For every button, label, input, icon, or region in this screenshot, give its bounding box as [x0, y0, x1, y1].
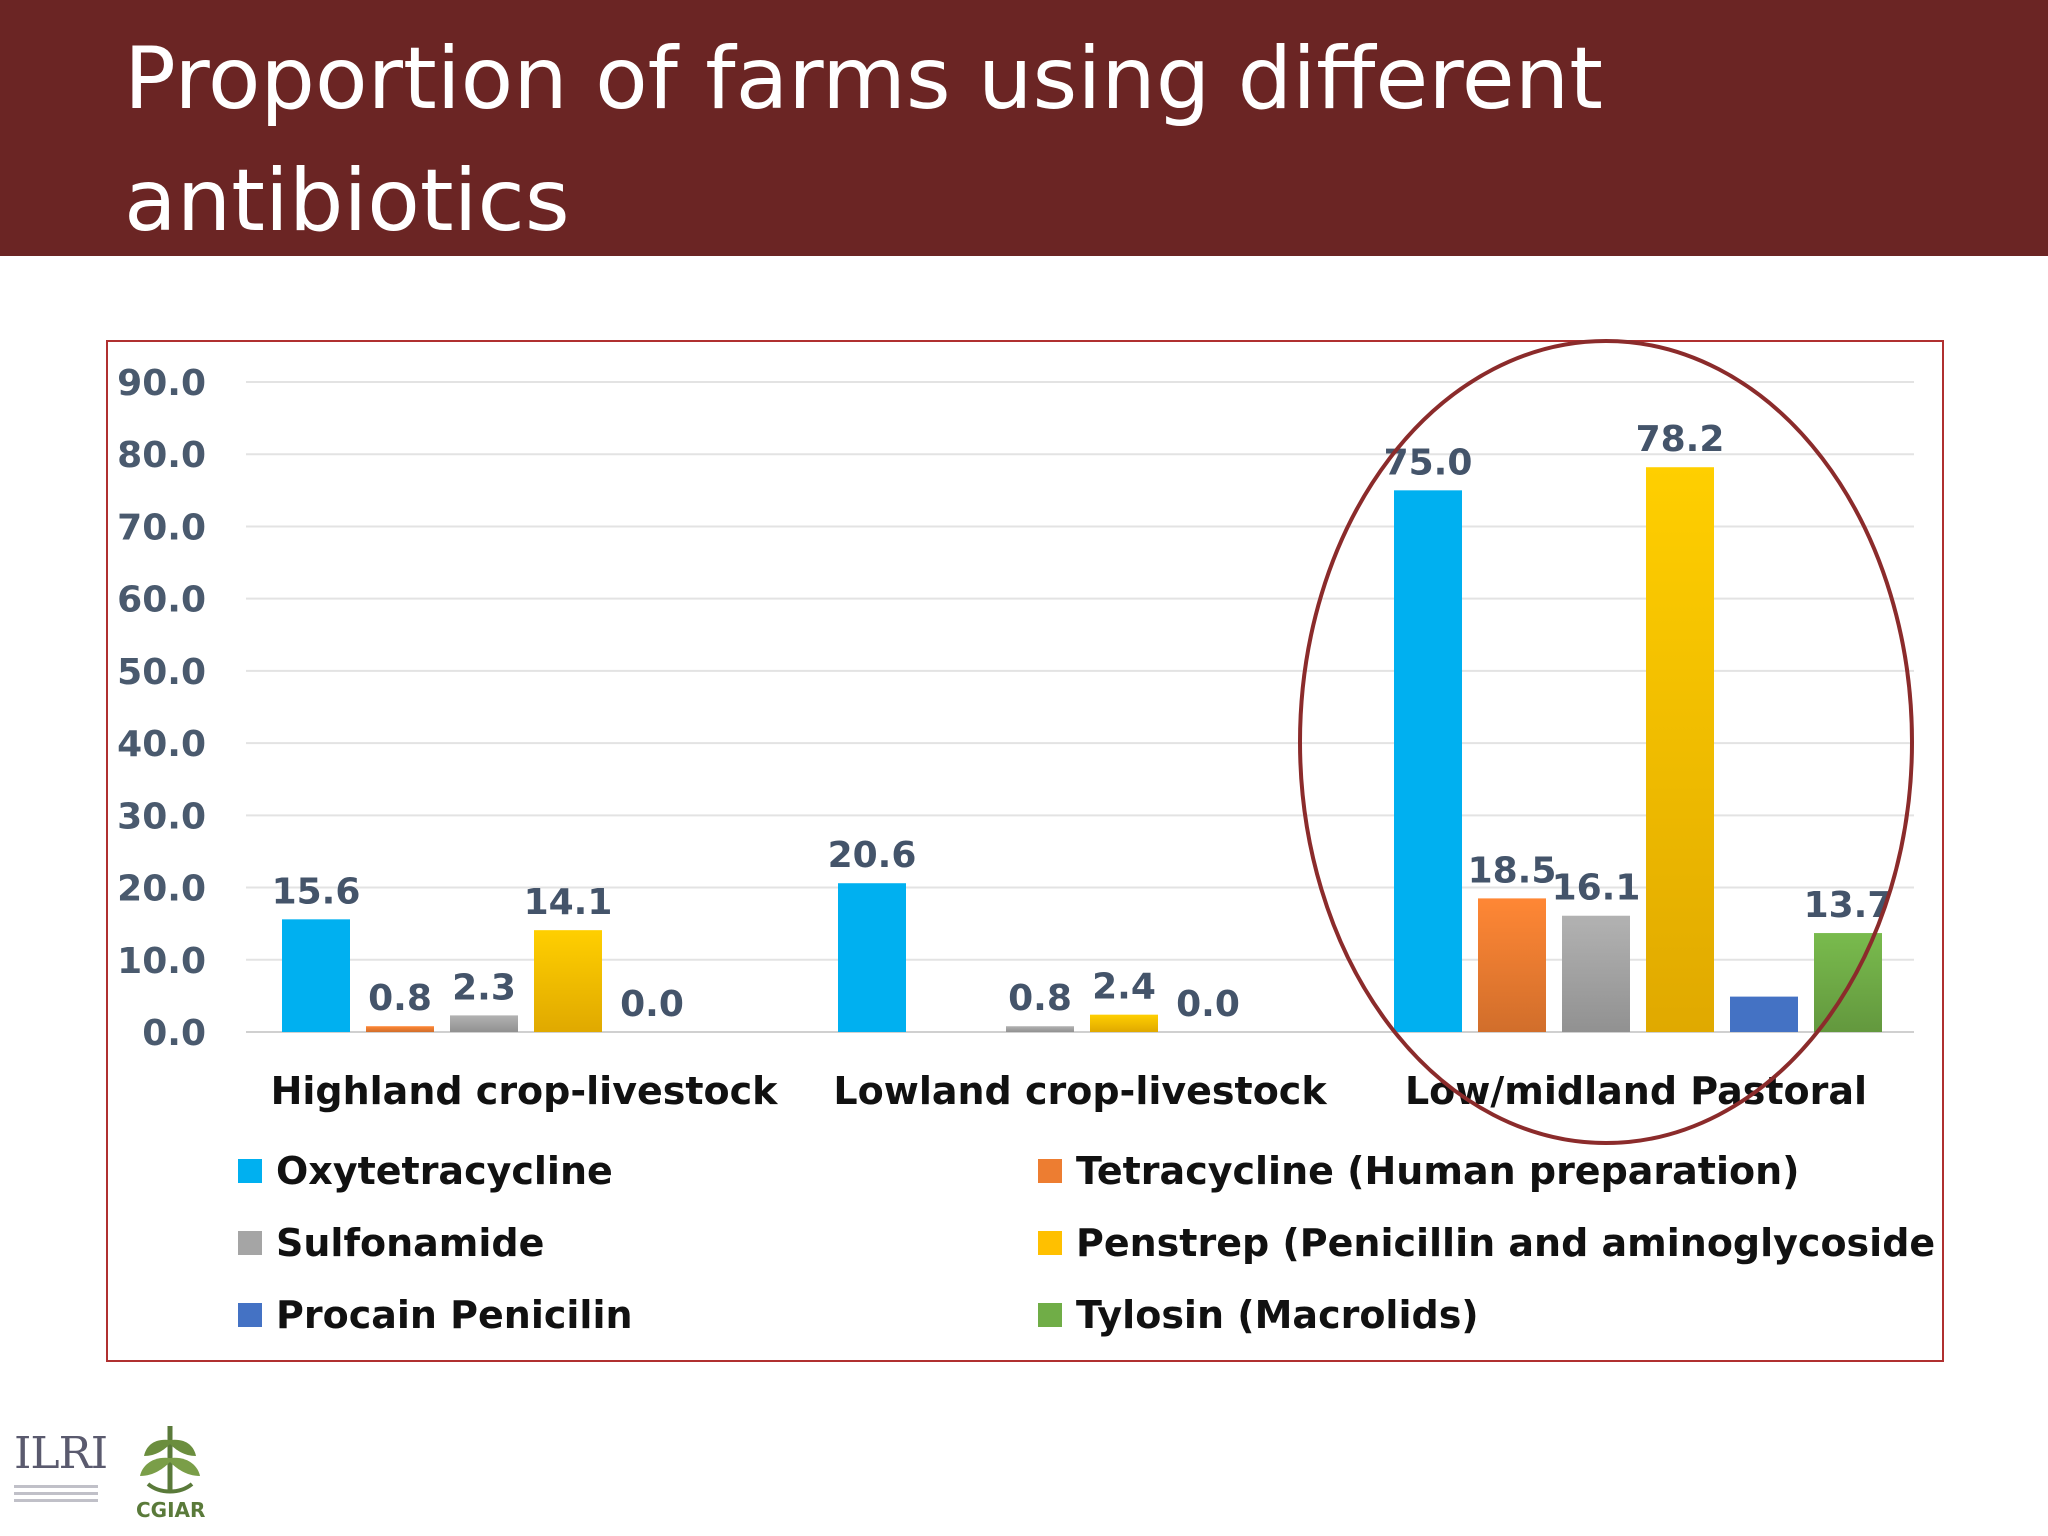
legend-swatch — [238, 1303, 262, 1327]
legend-swatch — [238, 1231, 262, 1255]
bar-oxytetracycline-2 — [838, 883, 906, 1032]
chart-frame — [106, 340, 1944, 1362]
data-label: 20.6 — [828, 835, 917, 876]
y-tick-label: 10.0 — [117, 941, 206, 982]
data-label: 15.6 — [272, 871, 361, 912]
legend-item: Procain Penicilin — [238, 1290, 633, 1340]
bar-tetracycline-3 — [1478, 898, 1546, 1032]
y-tick-label: 90.0 — [117, 363, 206, 404]
legend-label: Oxytetracycline — [276, 1149, 613, 1193]
legend-item: Penstrep (Penicillin and aminoglycoside — [1038, 1218, 1935, 1268]
cgiar-logo-text: CGIAR — [136, 1498, 206, 1522]
y-tick-label: 50.0 — [117, 652, 206, 693]
x-category-label: Low/midland Pastoral — [1405, 1069, 1867, 1113]
slide-title: Proportion of farms using different anti… — [124, 29, 1603, 251]
legend-item: Sulfonamide — [238, 1218, 544, 1268]
bar-procain-3 — [1730, 996, 1798, 1032]
data-label: 0.0 — [620, 984, 684, 1025]
legend-item: Oxytetracycline — [238, 1146, 613, 1196]
data-label: 2.3 — [452, 967, 516, 1008]
y-tick-label: 70.0 — [117, 507, 206, 548]
x-category-label: Highland crop-livestock — [271, 1069, 779, 1113]
cgiar-logo: CGIAR — [124, 1418, 216, 1528]
cgiar-plant-icon — [140, 1426, 200, 1494]
bar-oxytetracycline-1 — [282, 919, 350, 1032]
bar-tetracycline-1 — [366, 1026, 434, 1032]
bar-sulfonamide-1 — [450, 1015, 518, 1032]
legend-label: Procain Penicilin — [276, 1293, 633, 1337]
data-label: 0.8 — [368, 978, 432, 1019]
legend-label: Tylosin (Macrolids) — [1076, 1293, 1479, 1337]
data-label: 2.4 — [1092, 967, 1156, 1008]
data-label: 13.7 — [1804, 885, 1893, 926]
data-label: 18.5 — [1468, 850, 1557, 891]
legend-swatch — [1038, 1159, 1062, 1183]
bar-sulfonamide-2 — [1006, 1026, 1074, 1032]
bar-penstrep-1 — [534, 930, 602, 1032]
legend-item: Tetracycline (Human preparation) — [1038, 1146, 1800, 1196]
y-tick-label: 30.0 — [117, 796, 206, 837]
data-label: 0.8 — [1008, 978, 1072, 1019]
bar-oxytetracycline-3 — [1394, 490, 1462, 1032]
title-bar: Proportion of farms using different anti… — [0, 0, 2048, 256]
highlight-ellipse — [1298, 339, 1914, 1145]
bar-sulfonamide-3 — [1562, 915, 1630, 1032]
legend-swatch — [1038, 1303, 1062, 1327]
legend-label: Tetracycline (Human preparation) — [1076, 1149, 1800, 1193]
legend-label: Sulfonamide — [276, 1221, 545, 1265]
data-label: 16.1 — [1552, 868, 1641, 909]
ilri-logo: ILRI — [14, 1428, 108, 1522]
bar-penstrep-3 — [1646, 467, 1714, 1032]
legend-swatch — [1038, 1231, 1062, 1255]
y-tick-label: 40.0 — [117, 724, 206, 765]
y-tick-label: 60.0 — [117, 580, 206, 621]
x-category-label: Lowland crop-livestock — [833, 1069, 1327, 1113]
bar-penstrep-2 — [1090, 1014, 1158, 1032]
bar-tylosin-3 — [1814, 933, 1882, 1032]
y-tick-label: 20.0 — [117, 869, 206, 910]
y-tick-label: 80.0 — [117, 435, 206, 476]
y-tick-label: 0.0 — [142, 1013, 206, 1054]
data-label: 78.2 — [1636, 419, 1725, 460]
ilri-logo-text: ILRI — [14, 1428, 108, 1479]
legend-item: Tylosin (Macrolids) — [1038, 1290, 1479, 1340]
legend-label: Penstrep (Penicillin and aminoglycoside — [1076, 1221, 1936, 1265]
data-label: 14.1 — [524, 882, 613, 923]
data-label: 0.0 — [1176, 984, 1240, 1025]
legend-swatch — [238, 1159, 262, 1183]
